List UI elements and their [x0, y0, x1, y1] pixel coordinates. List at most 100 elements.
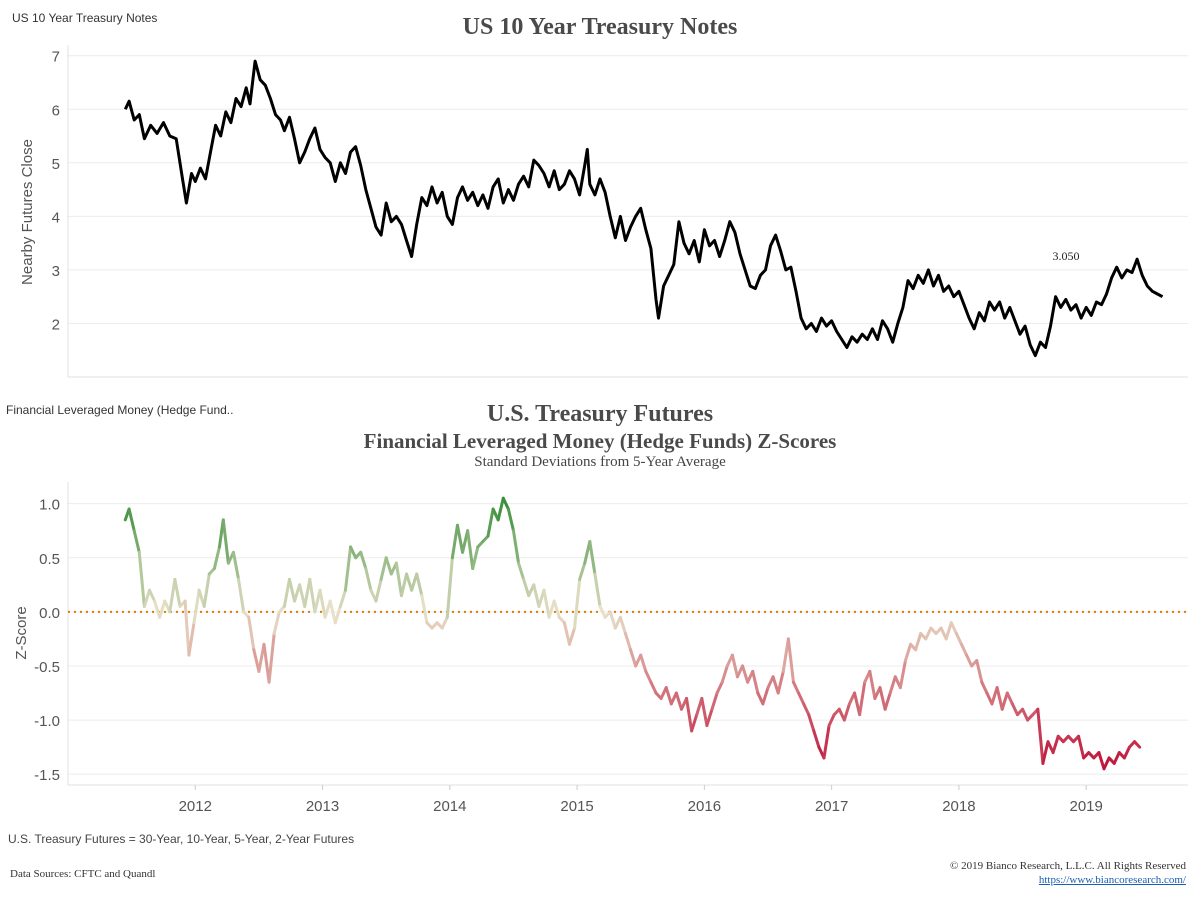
zscore-line-segment [975, 659, 984, 684]
bottom-ytick-label: -0.5 [34, 659, 60, 676]
zscore-line-segment [158, 599, 167, 619]
top-ytick-label: 3 [52, 263, 60, 280]
zscore-line-segment [137, 550, 146, 608]
treasury-price-line [123, 59, 1164, 358]
zscore-line-segment [644, 669, 653, 684]
zscore-line-segment [995, 686, 1004, 711]
zscore-line-segment [868, 669, 877, 700]
bottom-chart-subsubtitle: Standard Deviations from 5-Year Average [474, 454, 726, 470]
zscore-line-segment [247, 615, 256, 652]
top-ytick-label: 4 [52, 209, 60, 226]
bottom-xtick-label: 2012 [179, 798, 212, 815]
zscore-line-segment [349, 545, 358, 560]
bottom-sheet-label: Financial Leveraged Money (Hedge Fund.. [6, 403, 234, 417]
zscore-line-segment [308, 577, 317, 614]
bottom-xtick-label: 2015 [560, 798, 593, 815]
top-ytick-label: 5 [52, 156, 60, 173]
zscore-line-segment [858, 680, 867, 717]
zscore-line-segment [445, 556, 454, 619]
futures-note: U.S. Treasury Futures = 30-Year, 10-Year… [8, 832, 355, 846]
zscore-line-segment [618, 615, 627, 635]
zscore-line-segment [1112, 751, 1121, 765]
zscore-line-segment [552, 599, 561, 619]
top-ytick-label: 2 [52, 316, 60, 333]
zscore-line-segment [1005, 691, 1014, 706]
zscore-line-segment [547, 599, 556, 619]
zscore-line-segment [1097, 751, 1106, 771]
zscore-line-segment [212, 545, 221, 571]
zscore-line-segment [954, 632, 963, 646]
zscore-line-segment [807, 713, 816, 733]
zscore-line-segment [237, 577, 246, 614]
bottom-xtick-label: 2016 [688, 798, 721, 815]
zscore-line-segment [1010, 702, 1019, 717]
zscore-line-segment [761, 686, 770, 706]
zscore-line-segment [313, 588, 322, 614]
zscore-line-segment [700, 696, 709, 727]
zscore-line-segment [379, 556, 388, 581]
zscore-line-segment [812, 729, 821, 749]
zscore-line-segment [1102, 756, 1111, 771]
zscore-line-segment [562, 621, 571, 646]
zscore-line-segment [303, 577, 312, 608]
zscore-line-segment [980, 680, 989, 695]
zscore-line-segment [588, 540, 597, 576]
bianco-research-link[interactable]: https://www.biancoresearch.com/ [1038, 874, 1186, 886]
top-chart-title: US 10 Year Treasury Notes [462, 14, 738, 40]
zscore-line-segment [282, 577, 291, 608]
zscore-line-segment [786, 637, 795, 684]
zscore-line-segment [173, 577, 182, 608]
zscore-line-segment [664, 686, 673, 706]
zscore-line-segment [496, 496, 505, 522]
zscore-line-segment [685, 696, 694, 733]
zscore-line-segment [202, 572, 211, 608]
zscore-line-segment [690, 713, 699, 733]
zscore-line-segment [649, 680, 658, 695]
zscore-line-segment [730, 653, 739, 679]
zscore-line-segment [629, 648, 638, 668]
zscore-line-segment [132, 529, 141, 554]
zscore-line-segment [1133, 740, 1142, 749]
bottom-xtick-label: 2013 [306, 798, 339, 815]
zscore-line-segment [192, 588, 201, 625]
zscore-line-segment [420, 594, 429, 625]
price-annotation-label: 3.050 [1053, 249, 1080, 263]
zscore-line-segment [822, 723, 831, 760]
zscore-line-segment [511, 529, 521, 565]
zscore-line-segment [343, 545, 353, 592]
zscore-line-segment [394, 561, 403, 598]
zscore-line-segment [338, 588, 347, 608]
zscore-line-segment [944, 621, 953, 641]
zscore-line-segment [415, 572, 424, 598]
zscore-line-segment [471, 545, 480, 571]
zscore-line-segment [231, 550, 241, 581]
bottom-xtick-label: 2014 [433, 798, 466, 815]
zscore-line-segment [949, 621, 958, 635]
bottom-chart-title: U.S. Treasury Futures [486, 401, 714, 427]
zscore-line-segment [705, 707, 714, 727]
bottom-xtick-label: 2019 [1069, 798, 1102, 815]
zscore-line-segment [1036, 707, 1045, 765]
zscore-line-segment [272, 610, 281, 635]
bottom-y-axis-title: Z-Score [13, 606, 30, 659]
zscore-line-segment [522, 577, 531, 598]
zscore-line-segment [142, 588, 151, 608]
zscore-line-segment [501, 496, 510, 511]
zscore-line-segment [486, 507, 495, 538]
zscore-line-segment [252, 648, 261, 673]
top-ytick-label: 7 [52, 49, 60, 66]
zscore-line-segment [720, 664, 729, 684]
zscore-line-segment [532, 583, 541, 608]
bottom-ytick-label: 0.5 [39, 551, 60, 568]
zscore-line-segment [399, 572, 409, 598]
zscore-line-segment [267, 632, 276, 684]
bottom-xtick-label: 2018 [942, 798, 975, 815]
bottom-ytick-label: 0.0 [39, 605, 60, 622]
zscore-line-segment [802, 702, 811, 717]
zscore-line-segment [965, 653, 974, 668]
zscore-line-segment [914, 632, 923, 652]
zscore-line-segment [328, 599, 337, 625]
copyright-notice: © 2019 Bianco Research, L.L.C. All Right… [950, 860, 1186, 872]
treasury-notes-chart: 7 6 5 4 3 2 Nearby Futures Close 3.050 [19, 45, 1188, 378]
